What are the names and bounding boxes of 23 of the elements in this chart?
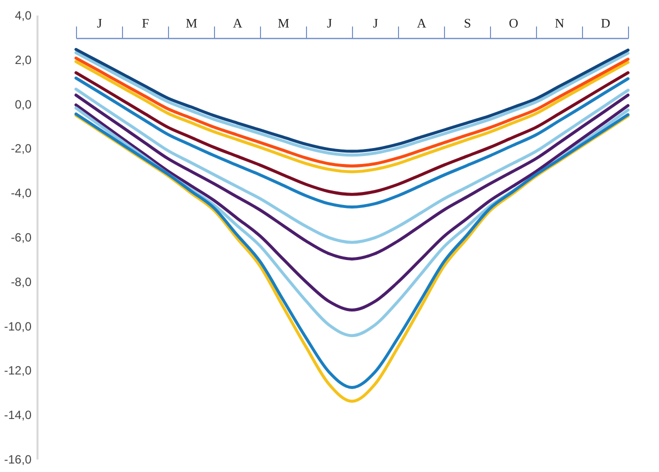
x-tick-label: M [278,16,290,30]
x-tick-label: N [554,16,565,30]
y-tick-label: -2,0 [10,142,32,156]
x-tick-label: O [508,16,518,30]
x-tick-label: A [232,16,243,30]
x-tick-label: D [600,16,610,30]
x-tick-label: J [96,16,102,30]
x-tick-label: A [416,16,427,30]
x-tick-label: M [186,16,198,30]
y-tick-label: 4,0 [14,8,32,22]
x-tick-label: J [372,16,378,30]
y-tick-label: -6,0 [10,230,32,244]
y-tick-label: -14,0 [4,408,32,422]
x-tick-label: S [464,16,472,30]
y-tick-label: -12,0 [4,364,32,378]
x-tick-label: F [142,16,150,30]
y-tick-label: 2,0 [14,52,32,67]
y-tick-label: -8,0 [10,274,32,289]
y-tick-label: -16,0 [4,452,32,466]
x-tick-label: J [326,16,332,30]
y-tick-label: 0,0 [14,97,32,112]
y-tick-label: -4,0 [10,186,32,200]
y-tick-label: -10,0 [4,319,32,334]
